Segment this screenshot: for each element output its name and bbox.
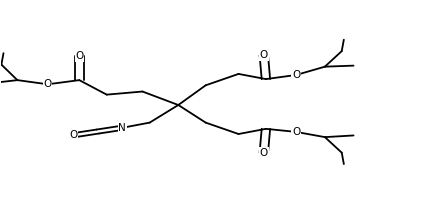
Text: O: O (259, 148, 268, 158)
Text: O: O (292, 127, 300, 137)
Text: N: N (118, 123, 126, 133)
Text: O: O (69, 130, 78, 140)
Text: O: O (292, 70, 300, 80)
Text: O: O (75, 51, 84, 61)
Text: O: O (44, 79, 52, 89)
Text: O: O (259, 50, 268, 60)
